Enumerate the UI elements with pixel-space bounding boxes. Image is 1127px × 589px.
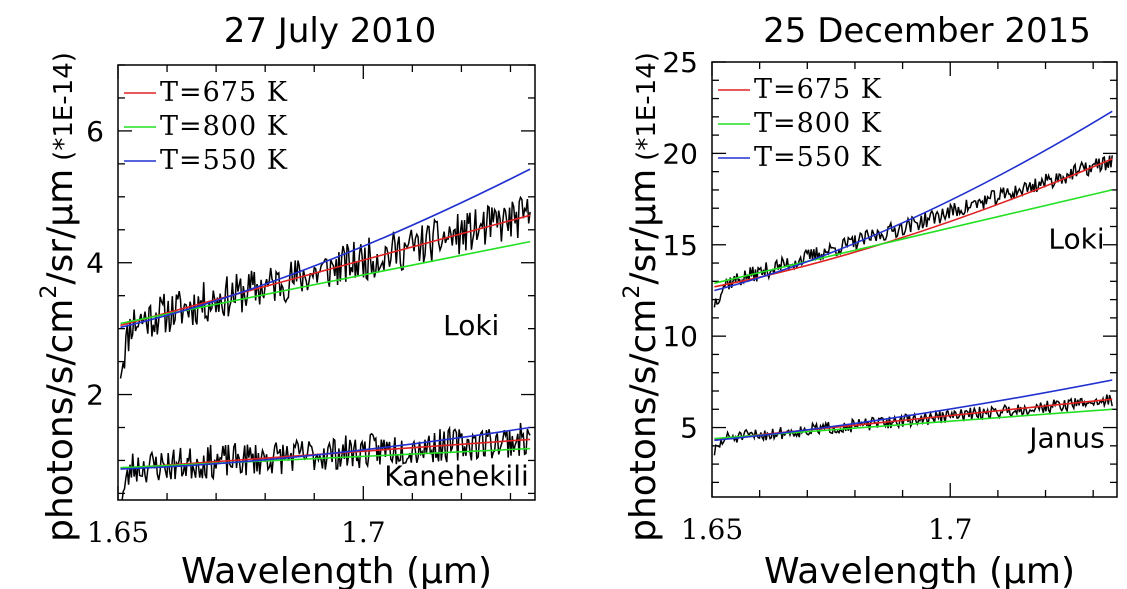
plot-area: [119, 168, 531, 500]
plot-area: [713, 110, 1113, 456]
model-curve-675k: [120, 214, 531, 327]
y-tick-label: 5: [680, 412, 698, 445]
y-tick-label: 25: [662, 46, 698, 79]
observed-spectrum-loki: [119, 195, 531, 379]
legend-label: T=675 K: [160, 77, 288, 108]
plot-frame: [711, 61, 1118, 498]
target-label: Kanehekili: [384, 460, 529, 493]
x-axis-title: Wavelength (μm): [764, 551, 1075, 589]
model-curve-800k: [714, 189, 1113, 284]
chart-panel-1: 27 July 2010 1.65 1.7 2 4 6 Wavelength (μm) pho…: [37, 11, 536, 589]
model-curve-550k: [120, 168, 531, 329]
model-curve-550k: [714, 379, 1113, 442]
chart-title: 25 December 2015: [763, 11, 1091, 51]
chart-title: 27 July 2010: [224, 11, 437, 51]
y-tick-label: 20: [662, 137, 698, 170]
x-tick-label: 1.7: [341, 516, 386, 549]
y-tick-label: 15: [662, 229, 698, 262]
legend-label: T=550 K: [754, 142, 882, 173]
x-axis-title: Wavelength (μm): [181, 551, 492, 589]
y-tick-label: 6: [86, 115, 104, 148]
y-tick-label: 10: [662, 320, 698, 353]
legend-label: T=550 K: [160, 145, 288, 176]
y-axis-title: photons/s/cm2/sr/μm(*1E-14): [620, 52, 664, 542]
x-tick-label: 1.7: [928, 513, 973, 546]
model-curve-550k: [120, 426, 531, 470]
y-tick-label: 2: [86, 379, 104, 412]
chart-panel-2: 25 December 2015 1.65 1.7 5 10 15 20 25 Waveleng…: [620, 11, 1118, 589]
target-label: Loki: [443, 309, 499, 342]
observed-spectrum-janus: [713, 394, 1113, 456]
y-axis-title: photons/s/cm2/sr/μm(*1E-14): [37, 52, 81, 542]
plot-frame: [117, 64, 536, 501]
x-tick-label: 1.65: [681, 513, 743, 546]
model-curve-550k: [714, 110, 1113, 292]
legend-label: T=675 K: [754, 74, 882, 105]
legend-label: T=800 K: [754, 108, 882, 139]
observed-spectrum-kanehekili: [121, 422, 531, 500]
x-tick-label: 1.65: [87, 516, 149, 549]
target-label: Janus: [1027, 422, 1105, 455]
target-label: Loki: [1048, 222, 1104, 255]
legend-label: T=800 K: [160, 111, 288, 142]
model-curve-800k: [120, 447, 531, 469]
y-tick-label: 4: [86, 247, 104, 280]
